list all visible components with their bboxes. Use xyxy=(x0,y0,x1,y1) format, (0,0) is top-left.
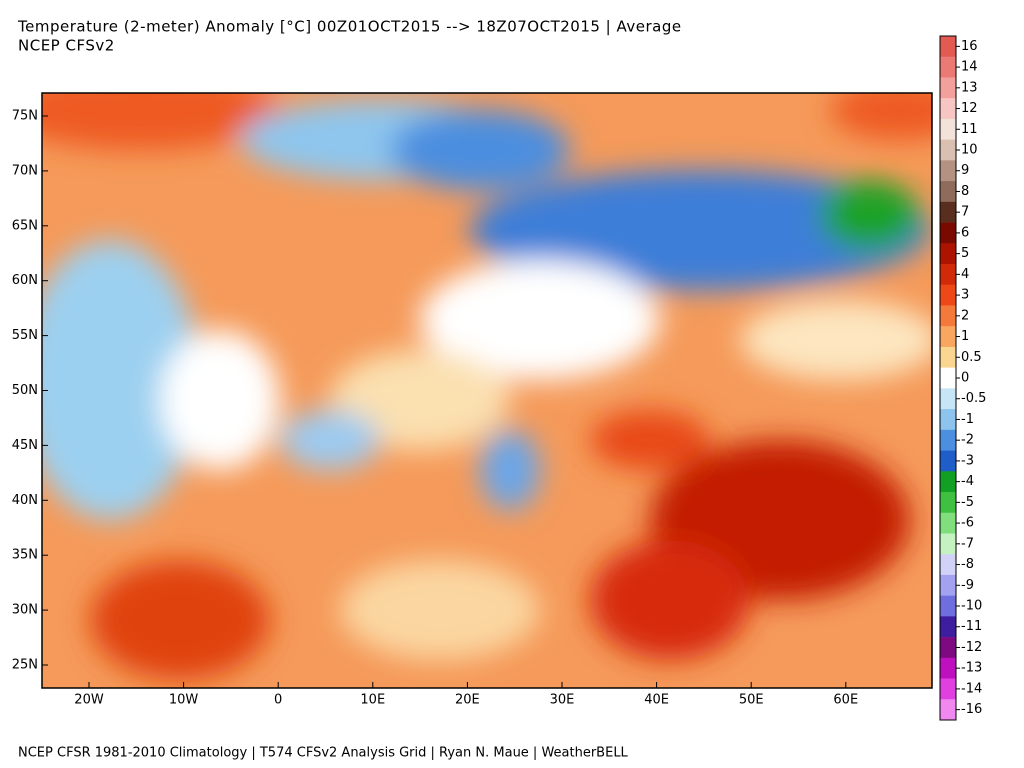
colorbar-label: 16 xyxy=(961,39,978,54)
colorbar-label: 13 xyxy=(961,80,978,95)
colorbar-label: -7 xyxy=(961,536,974,551)
lon-label: 40E xyxy=(644,693,669,708)
colorbar-label: 8 xyxy=(961,184,969,199)
colorbar-label: -14 xyxy=(961,681,982,696)
subtitle: NCEP CFSv2 xyxy=(18,37,115,55)
colorbar-swatch xyxy=(940,160,956,182)
lat-label: 30N xyxy=(12,603,38,618)
lat-label: 70N xyxy=(12,163,38,178)
colorbar-swatch xyxy=(940,616,956,638)
colorbar-label: 0.5 xyxy=(961,350,982,365)
colorbar-label: -11 xyxy=(961,619,982,634)
colorbar-swatch xyxy=(940,181,956,203)
colorbar-swatch xyxy=(940,450,956,472)
colorbar-swatch xyxy=(940,574,956,596)
colorbar-label: 9 xyxy=(961,163,969,178)
colorbar-label: -10 xyxy=(961,599,982,614)
colorbar-swatch xyxy=(940,201,956,223)
lon-label: 20E xyxy=(455,693,480,708)
colorbar-swatch xyxy=(940,118,956,140)
lat-label: 60N xyxy=(12,273,38,288)
colorbar-label: -9 xyxy=(961,578,974,593)
lon-label: 10W xyxy=(169,693,199,708)
colorbar-swatch xyxy=(940,637,956,659)
colorbar-label: 0 xyxy=(961,371,969,386)
colorbar-label: 11 xyxy=(961,122,978,137)
lat-label: 45N xyxy=(12,438,38,453)
lat-label: 55N xyxy=(12,328,38,343)
colorbar-label: -6 xyxy=(961,516,974,531)
lon-label: 0 xyxy=(274,693,282,708)
colorbar-label: -1 xyxy=(961,412,974,427)
lat-label: 40N xyxy=(12,493,38,508)
lon-label: 20W xyxy=(74,693,104,708)
lat-label: 75N xyxy=(12,109,38,124)
colorbar-label: 10 xyxy=(961,143,978,158)
colorbar-swatch xyxy=(940,429,956,451)
colorbar-swatch xyxy=(940,409,956,431)
lon-label: 30E xyxy=(550,693,575,708)
colorbar-swatch xyxy=(940,699,956,721)
lon-label: 10E xyxy=(360,693,385,708)
colorbar-label: 1 xyxy=(961,329,969,344)
colorbar-swatch xyxy=(940,36,956,58)
title: Temperature (2-meter) Anomaly [°C] 00Z01… xyxy=(17,18,682,36)
colorbar-label: 2 xyxy=(961,308,969,323)
axes: 75N 70N 65N 60N 55N 50N 45N 40N 35N 30N 25N 20W 10W 0… xyxy=(12,109,858,708)
colorbar-label: -0.5 xyxy=(961,391,986,406)
lat-label: 50N xyxy=(12,383,38,398)
colorbar-label: -2 xyxy=(961,433,974,448)
colorbar-swatch xyxy=(940,305,956,327)
colorbar-swatch xyxy=(940,554,956,576)
lon-label: 60E xyxy=(833,693,858,708)
colorbar-swatch xyxy=(940,388,956,410)
colorbar-label: -4 xyxy=(961,474,974,489)
colorbar-label: 4 xyxy=(961,267,969,282)
colorbar-swatch xyxy=(940,139,956,161)
colorbar-swatch xyxy=(940,346,956,368)
footer: NCEP CFSR 1981-2010 Climatology | T574 C… xyxy=(18,746,629,761)
colorbar-swatch xyxy=(940,657,956,679)
colorbar-swatch xyxy=(940,264,956,286)
colorbar-swatch xyxy=(940,222,956,244)
colorbar-label: 3 xyxy=(961,288,969,303)
colorbar-swatch xyxy=(940,326,956,348)
colorbar-label: 5 xyxy=(961,246,969,261)
colorbar-swatch xyxy=(940,243,956,265)
colorbar-label: -12 xyxy=(961,640,982,655)
colorbar-label: -5 xyxy=(961,495,974,510)
colorbar-label: 6 xyxy=(961,225,969,240)
colorbar-swatch xyxy=(940,492,956,514)
lat-label: 35N xyxy=(12,548,38,563)
colorbar-label: 12 xyxy=(961,101,978,116)
anomaly-map xyxy=(42,93,932,688)
colorbar-swatch xyxy=(940,98,956,120)
colorbar-swatch xyxy=(940,367,956,389)
colorbar-swatch xyxy=(940,678,956,700)
colorbar-swatch xyxy=(940,512,956,534)
colorbar-swatch xyxy=(940,533,956,555)
colorbar-swatch xyxy=(940,284,956,306)
colorbar-label: -16 xyxy=(961,702,982,717)
lat-label: 25N xyxy=(12,658,38,673)
colorbar-label: -8 xyxy=(961,557,974,572)
lat-label: 65N xyxy=(12,218,38,233)
colorbar-swatch xyxy=(940,595,956,617)
colorbar-label: 14 xyxy=(961,60,978,75)
colorbar-swatch xyxy=(940,77,956,99)
colorbar-swatch xyxy=(940,56,956,78)
colorbar-label: -13 xyxy=(961,661,982,676)
lon-label: 50E xyxy=(739,693,764,708)
colorbar-swatch xyxy=(940,471,956,493)
colorbar-frame xyxy=(939,35,957,721)
colorbar-label: -3 xyxy=(961,453,974,468)
colorbar-label: 7 xyxy=(961,205,969,220)
